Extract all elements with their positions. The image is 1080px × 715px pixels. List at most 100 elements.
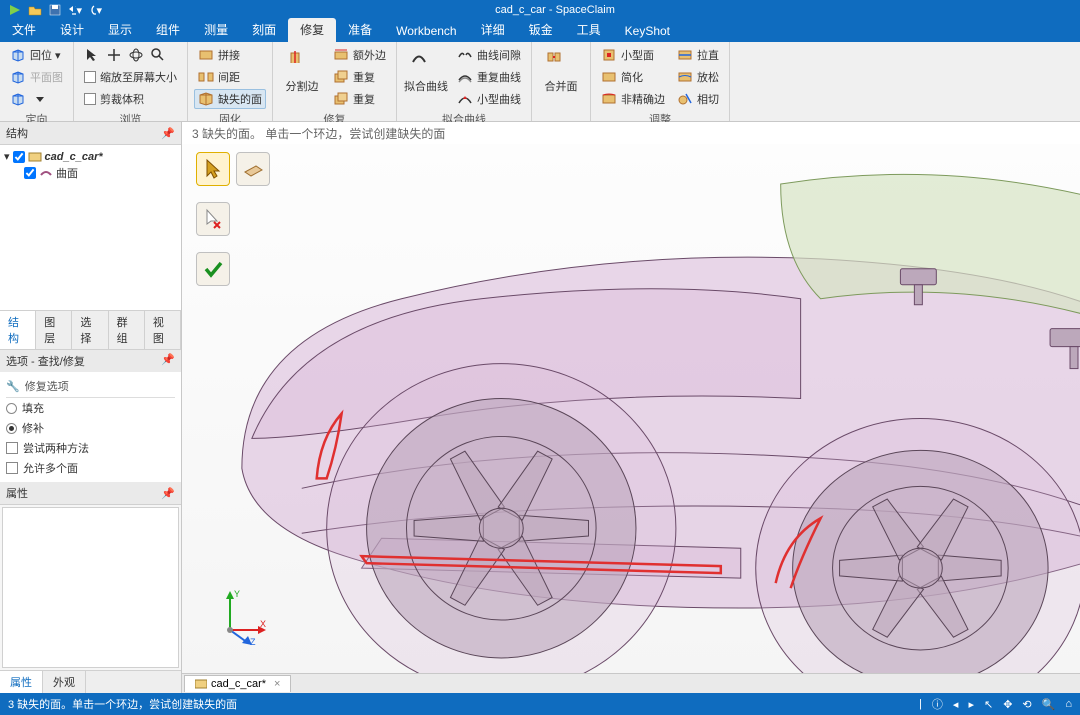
zoom-icon[interactable] [150, 47, 166, 63]
redo-icon[interactable]: ▾ [88, 3, 102, 17]
missing-face-icon-item[interactable]: 缺失的面 [194, 89, 266, 109]
axis-triad[interactable]: Y X Z [210, 585, 270, 645]
cursor-icon[interactable] [84, 47, 100, 63]
simplify-icon-item[interactable]: 简化 [597, 67, 669, 87]
radio-icon[interactable] [6, 403, 17, 414]
iconlabel-item[interactable]: 平面图 [6, 67, 67, 87]
dropdown-icon[interactable] [32, 91, 48, 107]
inexact-edge-icon-item[interactable]: 非精确边 [597, 89, 669, 109]
left-tab-4[interactable]: 视图 [145, 311, 181, 349]
extra-edge-icon-item[interactable]: 额外边 [329, 45, 390, 65]
info-icon[interactable]: ⓘ [932, 696, 943, 712]
cube-icon[interactable] [10, 91, 26, 107]
option-row-2[interactable]: 修补 [6, 418, 175, 438]
curve-gap-icon-item[interactable]: 曲线间隙 [453, 45, 525, 65]
nav-next-icon[interactable]: ▸ [968, 698, 974, 711]
orbit-icon[interactable] [128, 47, 144, 63]
menu-tab-11[interactable]: 工具 [565, 18, 613, 42]
check-item[interactable]: 缩放至屏幕大小 [80, 67, 181, 87]
tree-root[interactable]: ▾ cad_c_car* [4, 149, 177, 164]
option-row-1[interactable]: 填充 [6, 398, 175, 418]
ribbon-group-0: 回位 ▾平面图定向 [0, 42, 74, 121]
document-tab[interactable]: cad_c_car* × [184, 675, 291, 692]
bottom-tab-1[interactable]: 外观 [43, 671, 86, 693]
left-tab-2[interactable]: 选择 [72, 311, 108, 349]
open-icon[interactable] [28, 3, 42, 17]
nav-prev-icon[interactable]: ◂ [953, 698, 959, 711]
structure-tree[interactable]: ▾ cad_c_car* 曲面 [0, 145, 181, 310]
checkbox-icon[interactable] [6, 462, 18, 474]
status-right: | ⓘ ◂ ▸ ↖ ✥ ⟲ 🔍 ⌂ [919, 696, 1072, 712]
save-icon[interactable] [48, 3, 62, 17]
orbit-status-icon[interactable]: ⟲ [1022, 698, 1031, 711]
iconrow-item[interactable] [6, 89, 67, 109]
pin-icon[interactable]: 📌 [161, 353, 175, 369]
tree-child[interactable]: 曲面 [4, 164, 177, 182]
menu-tab-5[interactable]: 刻面 [240, 18, 288, 42]
merge-face-icon[interactable]: 合并面 [538, 45, 584, 117]
pin-icon[interactable]: 📌 [161, 127, 175, 140]
menu-tab-1[interactable]: 设计 [48, 18, 96, 42]
menu-tab-8[interactable]: Workbench [384, 21, 468, 42]
confirm-tool[interactable] [196, 252, 230, 286]
small-face-icon-item[interactable]: 小型面 [597, 45, 669, 65]
root-visible-checkbox[interactable] [13, 151, 25, 163]
fit-curve-icon[interactable]: 拟合曲线 [403, 45, 449, 109]
delete-tool[interactable] [196, 202, 230, 236]
play-icon[interactable] [8, 3, 22, 17]
left-tab-3[interactable]: 群组 [109, 311, 145, 349]
menu-tab-2[interactable]: 显示 [96, 18, 144, 42]
properties-title: 属性 [6, 485, 28, 501]
child-visible-checkbox[interactable] [24, 167, 36, 179]
pan-status-icon[interactable]: ✥ [1003, 698, 1012, 711]
left-tab-1[interactable]: 图层 [36, 311, 72, 349]
check-item[interactable]: 剪裁体积 [80, 89, 181, 109]
select-tool[interactable] [196, 152, 230, 186]
tangent-icon-item[interactable]: 相切 [673, 89, 723, 109]
bottom-tab-0[interactable]: 属性 [0, 671, 43, 693]
menu-tab-0[interactable]: 文件 [0, 18, 48, 42]
bottom-tabs: 属性外观 [0, 670, 181, 693]
properties-box[interactable] [2, 507, 179, 668]
checkbox-icon[interactable] [6, 442, 18, 454]
menu-tab-6[interactable]: 修复 [288, 18, 336, 42]
straighten-icon-item[interactable]: 拉直 [673, 45, 723, 65]
zoom-status-icon[interactable]: 🔍 [1042, 698, 1056, 711]
stitch-icon-item[interactable]: 拼接 [194, 45, 266, 65]
option-row-4[interactable]: 允许多个面 [6, 458, 175, 478]
iconlabel-item[interactable]: 回位 ▾ [6, 45, 67, 65]
close-icon[interactable]: × [274, 678, 280, 690]
pin-icon[interactable]: 📌 [161, 487, 175, 500]
expand-icon[interactable]: ▾ [4, 150, 10, 163]
root-label: cad_c_car* [45, 151, 103, 163]
dup2-icon-item[interactable]: 重复 [329, 89, 390, 109]
home-status-icon[interactable]: ⌂ [1065, 698, 1072, 710]
pan-icon[interactable] [106, 47, 122, 63]
surface-tool[interactable] [236, 152, 270, 186]
small-curve-icon-item[interactable]: 小型曲线 [453, 89, 525, 109]
ribbon-group-1: 缩放至屏幕大小剪裁体积浏览 [74, 42, 188, 121]
options-title: 选项 - 查找/修复 [6, 353, 85, 369]
split-icon[interactable]: 分割边 [279, 45, 325, 109]
left-tabs: 结构图层选择群组视图 [0, 310, 181, 350]
option-row-3[interactable]: 尝试两种方法 [6, 438, 175, 458]
left-tab-0[interactable]: 结构 [0, 311, 36, 349]
relax-icon-item[interactable]: 放松 [673, 67, 723, 87]
gap-icon-item[interactable]: 间距 [194, 67, 266, 87]
menu-tab-3[interactable]: 组件 [144, 18, 192, 42]
menu-tab-7[interactable]: 准备 [336, 18, 384, 42]
canvas-3d[interactable]: Y X Z [182, 144, 1080, 673]
cursor-status-icon[interactable]: ↖ [984, 698, 993, 711]
menu-tab-4[interactable]: 测量 [192, 18, 240, 42]
dup-curve-icon-item[interactable]: 重复曲线 [453, 67, 525, 87]
part-icon [195, 679, 207, 689]
radio-icon[interactable] [6, 423, 17, 434]
iconrow-item[interactable] [80, 45, 181, 65]
undo-icon[interactable]: ▾ [68, 3, 82, 17]
dup-icon-item[interactable]: 重复 [329, 67, 390, 87]
menu-tab-9[interactable]: 详细 [469, 18, 517, 42]
menu-tab-12[interactable]: KeyShot [613, 21, 682, 42]
menu-tab-10[interactable]: 钣金 [517, 18, 565, 42]
hint-bar: 3 缺失的面。 单击一个环边，尝试创建缺失的面 [182, 122, 1080, 144]
surface-icon [39, 167, 53, 179]
